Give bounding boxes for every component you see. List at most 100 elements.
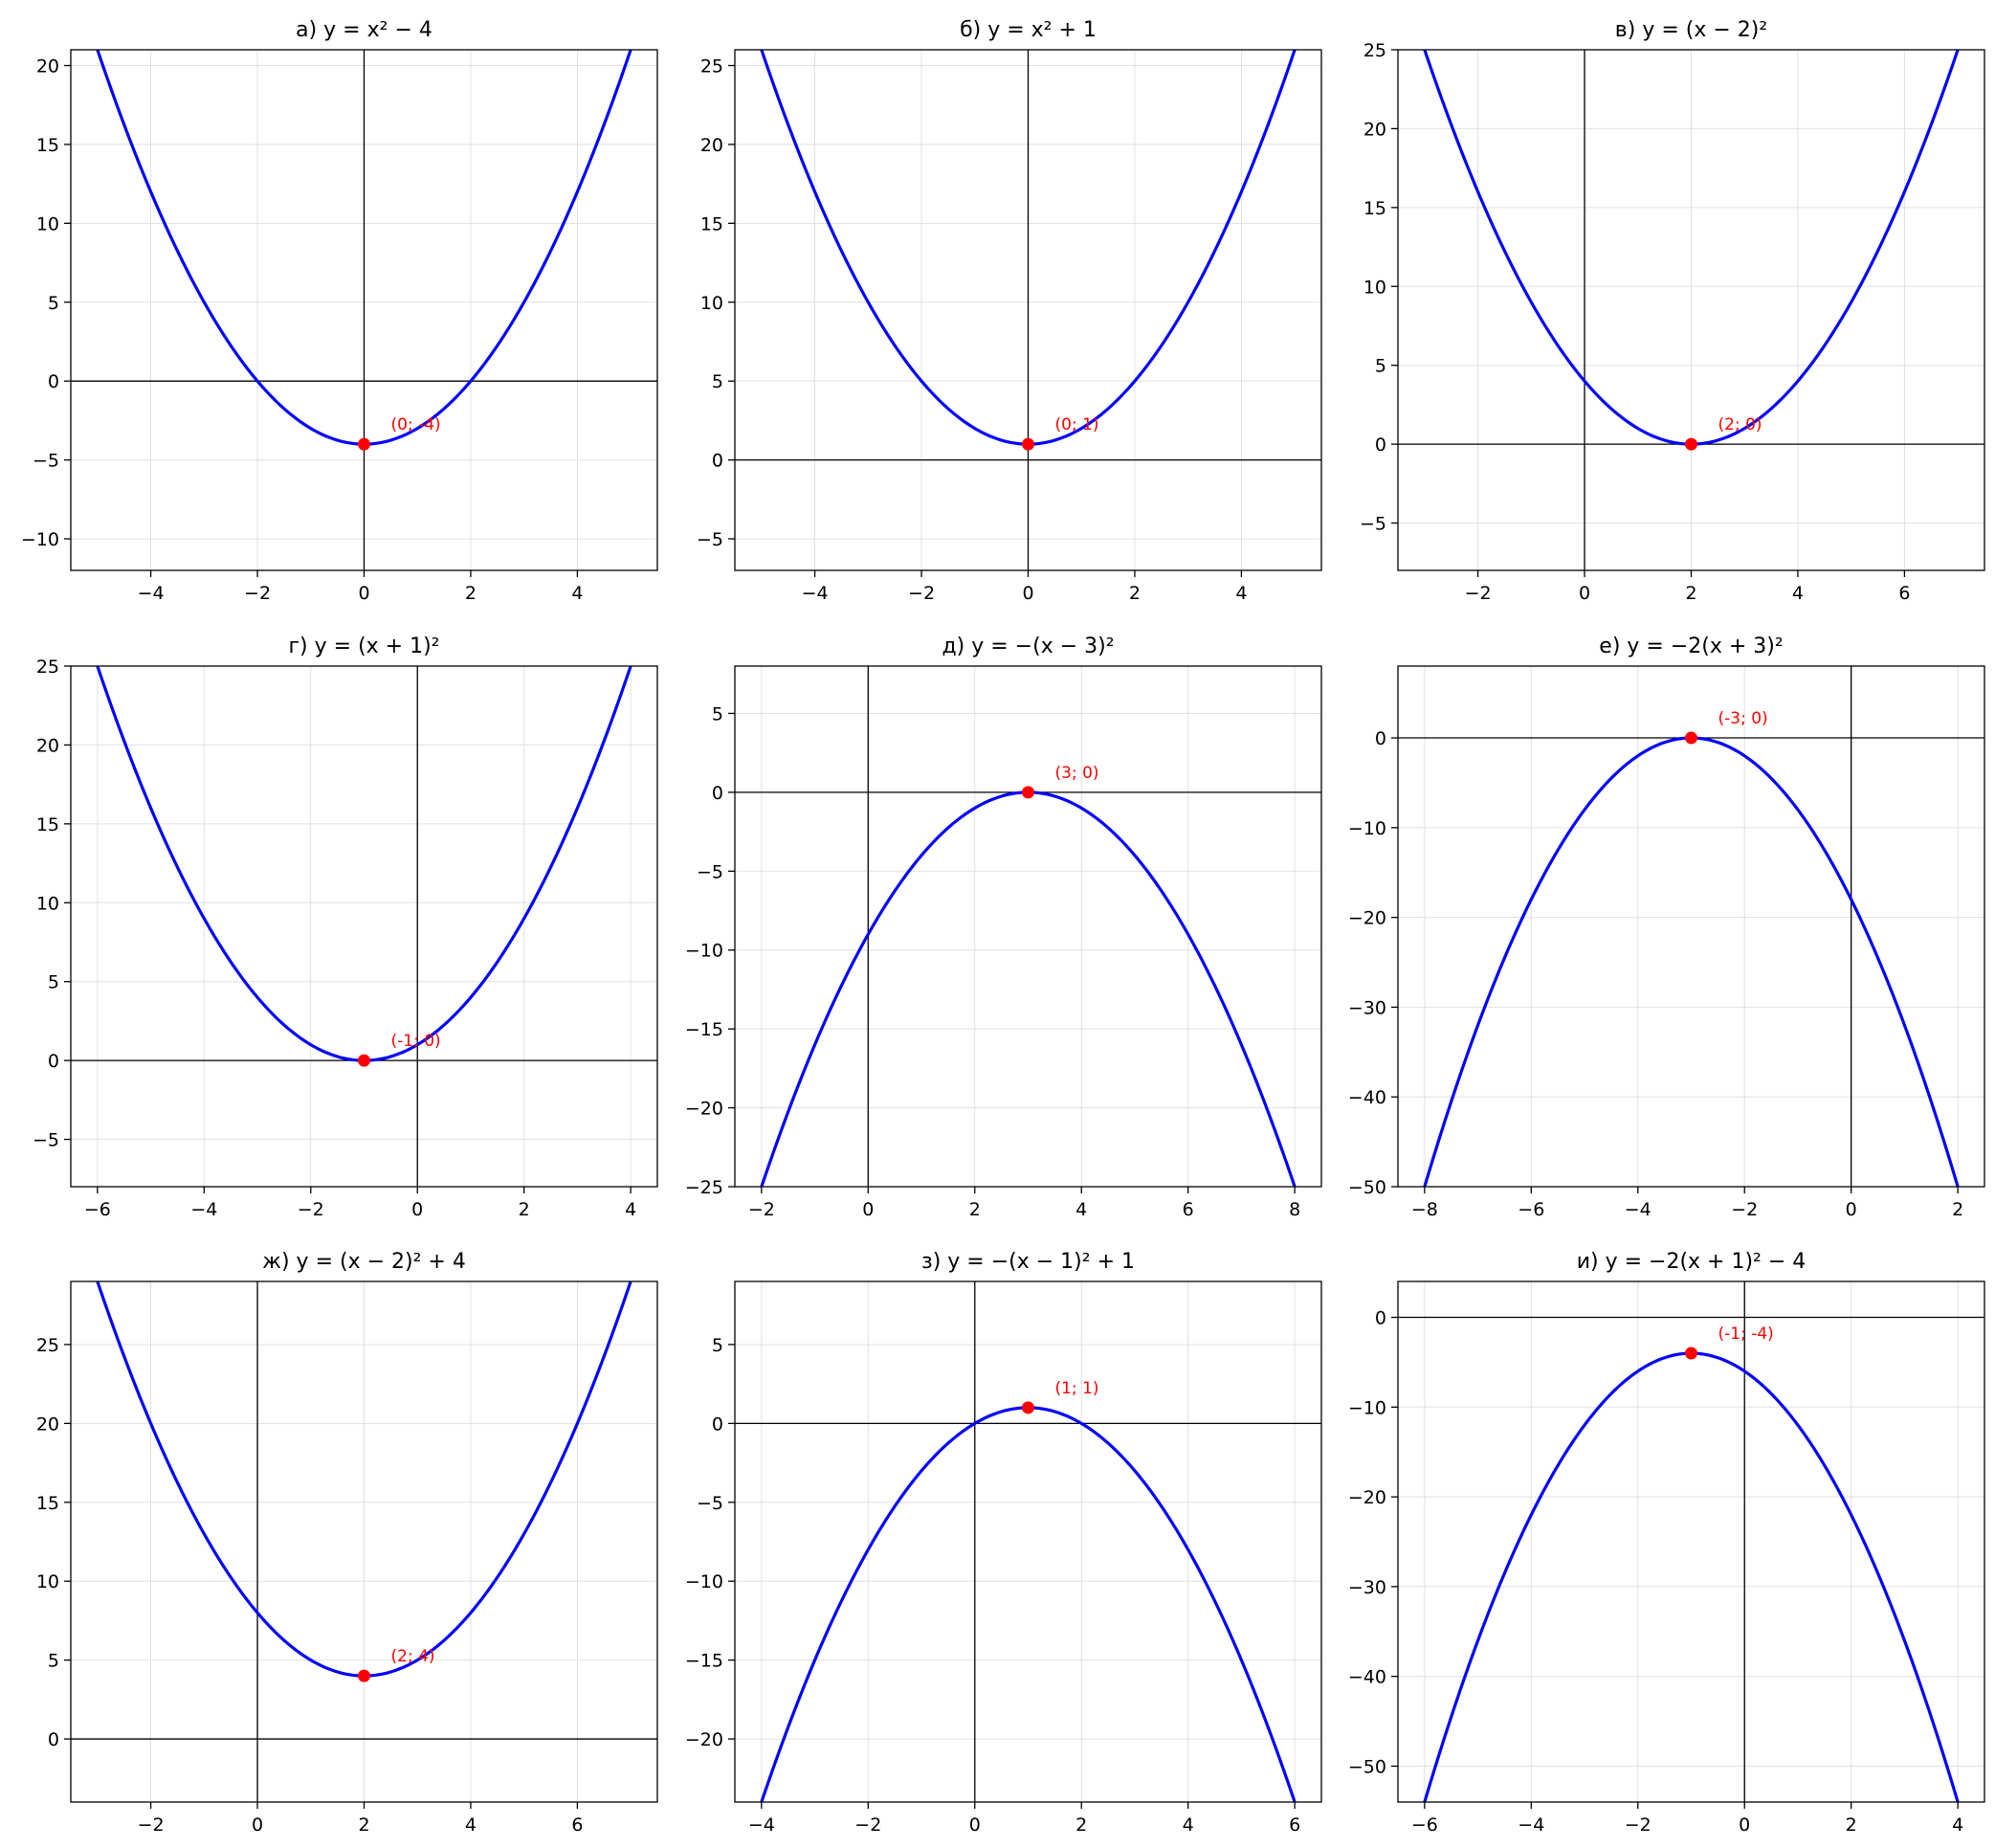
y-tick-label: −10	[21, 529, 59, 550]
chart-panel-2: (0; 1) −4 −2 0 2 4 −5 0 5 10 15 20 25 б) y = x² + 1	[697, 18, 1322, 604]
x-tick-label: −4	[1625, 1199, 1651, 1220]
y-tick-label: 10	[36, 893, 59, 914]
x-tick-label: 2	[1846, 1815, 1857, 1836]
chart-panel-4: (-1; 0) −6 −4 −2 0 2 4 −5 0 5 10 15 20 25 г) y = (x + …	[33, 635, 658, 1220]
y-tick-label: 0	[48, 371, 59, 392]
y-tick-label: 25	[36, 1335, 59, 1356]
y-tick-label: 15	[36, 1493, 59, 1514]
x-tick-label: 2	[358, 1815, 369, 1836]
vertex-point	[358, 437, 370, 451]
y-tick-label: −25	[685, 1177, 723, 1198]
vertex-point	[1685, 437, 1697, 451]
y-tick-label: 20	[700, 135, 723, 156]
y-tick-label: −10	[1348, 818, 1386, 839]
parabola-curve	[760, 790, 1297, 1187]
y-tick-label: −5	[697, 861, 723, 882]
y-tick-label: 0	[1375, 434, 1386, 456]
x-tick-label: −8	[1411, 1199, 1438, 1220]
y-tick-label: −15	[685, 1019, 723, 1040]
x-tick-label: 4	[1075, 1199, 1087, 1220]
x-tick-label: 2	[519, 1199, 530, 1220]
plot-frame	[1397, 665, 1985, 1188]
x-tick-label: −6	[84, 1199, 111, 1220]
x-tick-label: 6	[1289, 1815, 1300, 1836]
y-tick-label: 5	[48, 972, 59, 993]
y-tick-label: 10	[700, 293, 723, 314]
plot-frame	[1397, 1280, 1985, 1803]
plot-frame	[70, 665, 658, 1188]
y-tick-label: −20	[685, 1729, 723, 1750]
panel-title: г) y = (x + 1)²	[289, 635, 440, 658]
x-tick-label: 4	[465, 1815, 477, 1836]
y-tick-label: −30	[1348, 997, 1386, 1018]
x-tick-label: −2	[138, 1815, 165, 1836]
panel-title: ж) y = (x − 2)² + 4	[262, 1250, 466, 1274]
x-tick-label: −4	[138, 583, 165, 604]
panel-title: з) y = −(x − 1)² + 1	[921, 1250, 1135, 1274]
x-tick-label: 4	[1235, 583, 1247, 604]
y-tick-label: 5	[48, 1651, 59, 1672]
parabola-curve	[96, 666, 632, 1062]
x-tick-label: 2	[465, 583, 477, 604]
vertex-point	[1022, 437, 1034, 451]
y-tick-label: −15	[685, 1651, 723, 1672]
x-tick-label: −4	[748, 1815, 775, 1836]
x-tick-label: −2	[1625, 1815, 1651, 1836]
plot-frame	[734, 1280, 1322, 1803]
y-tick-label: −20	[1348, 908, 1386, 929]
vertex-label: (2; 4)	[391, 1647, 435, 1666]
x-tick-label: 4	[625, 1199, 636, 1220]
x-tick-label: 2	[1075, 1815, 1087, 1836]
y-tick-label: 15	[700, 213, 723, 234]
x-tick-label: 4	[1183, 1815, 1194, 1836]
y-tick-label: −30	[1348, 1577, 1386, 1598]
y-tick-label: 5	[48, 293, 59, 314]
y-tick-label: 0	[1375, 1308, 1386, 1329]
chart-panel-3: (2; 0) −2 0 2 4 6 −5 0 5 10 15 20 25 в) y = (x − 2)²	[1360, 18, 1985, 604]
x-tick-label: −2	[908, 583, 935, 604]
y-tick-label: 20	[36, 735, 59, 756]
y-tick-label: 25	[36, 657, 59, 678]
vertex-label: (1; 1)	[1055, 1379, 1099, 1398]
y-tick-label: 0	[48, 1051, 59, 1072]
x-tick-label: −2	[298, 1199, 324, 1220]
vertex-label: (-3; 0)	[1718, 709, 1768, 728]
y-tick-label: 20	[1363, 119, 1386, 140]
x-tick-label: −2	[244, 583, 271, 604]
x-tick-label: 2	[1952, 1199, 1963, 1220]
y-tick-label: −10	[685, 941, 723, 962]
y-tick-label: −5	[697, 529, 723, 550]
x-tick-label: −6	[1518, 1199, 1544, 1220]
parabola-curve	[1423, 736, 1960, 1187]
x-tick-label: 4	[1792, 583, 1804, 604]
y-tick-label: −5	[33, 1130, 59, 1151]
panel-title: е) y = −2(x + 3)²	[1599, 635, 1783, 658]
x-tick-label: 6	[571, 1815, 583, 1836]
y-tick-label: 5	[712, 371, 723, 392]
x-tick-label: 0	[969, 1815, 981, 1836]
vertex-label: (-1; 0)	[391, 1032, 441, 1051]
parabola-curve	[1423, 1351, 1960, 1802]
y-tick-label: −40	[1348, 1087, 1386, 1108]
vertex-point	[358, 1669, 370, 1682]
x-tick-label: −4	[802, 583, 829, 604]
x-tick-label: 0	[1739, 1815, 1750, 1836]
y-tick-label: −10	[685, 1571, 723, 1592]
x-tick-label: 0	[1579, 583, 1590, 604]
vertex-point	[1022, 786, 1034, 799]
vertex-point	[1022, 1401, 1034, 1414]
x-tick-label: −4	[1518, 1815, 1544, 1836]
vertex-label: (3; 0)	[1055, 764, 1099, 783]
vertex-point	[1685, 1347, 1697, 1360]
x-tick-label: 0	[862, 1199, 874, 1220]
y-tick-label: 0	[48, 1729, 59, 1750]
x-tick-label: 0	[252, 1815, 263, 1836]
y-tick-label: 5	[1375, 356, 1386, 377]
y-tick-label: −10	[1348, 1397, 1386, 1418]
y-tick-label: 0	[712, 783, 723, 804]
y-tick-label: 15	[1363, 198, 1386, 219]
